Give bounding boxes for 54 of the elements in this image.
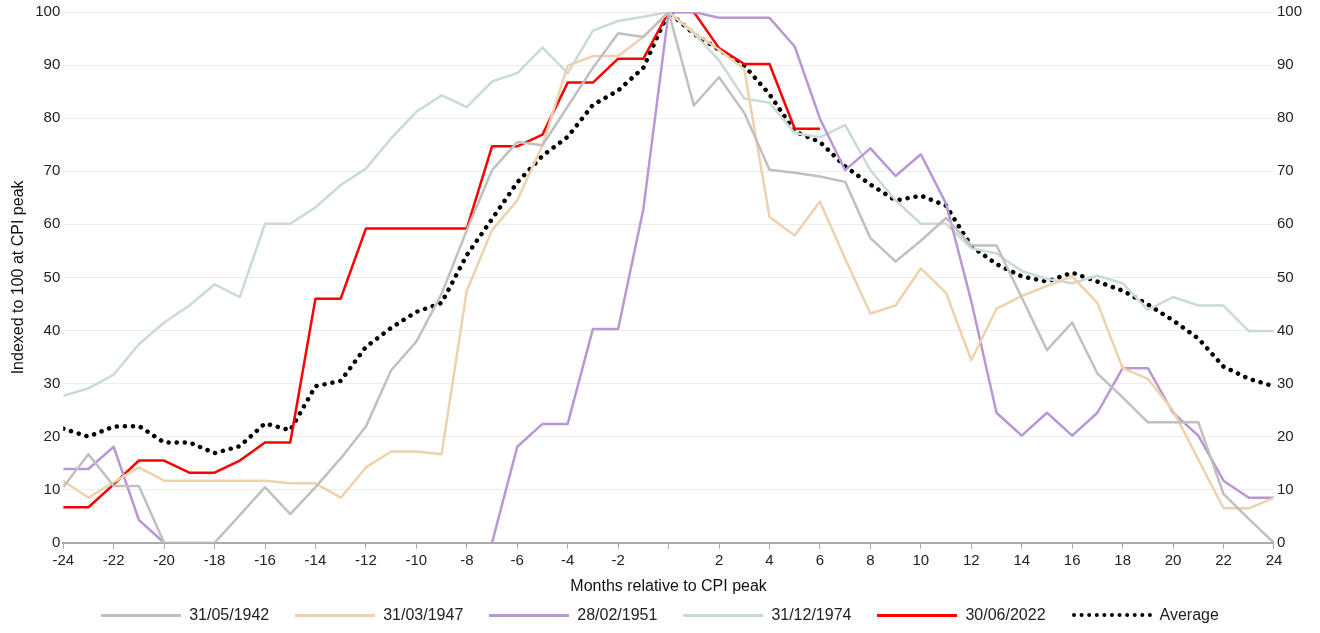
legend-label: 31/03/1947 [383, 606, 464, 624]
x-tick-label: -18 [203, 550, 226, 568]
y-tick-label: 20 [43, 426, 61, 444]
legend-label: Average [1159, 606, 1219, 624]
y-tick-label: 100 [35, 2, 61, 20]
y2-tick-label: 60 [1276, 214, 1294, 232]
x-tick-label: 2 [714, 550, 724, 568]
y2-tick-label: 80 [1276, 108, 1294, 126]
y-tick-label: 70 [43, 161, 61, 179]
x-tick-label: 24 [1265, 550, 1283, 568]
y2-tick-label: 40 [1276, 320, 1294, 338]
x-tick-label: -24 [52, 550, 75, 568]
x-tick-label: -16 [254, 550, 276, 568]
x-tick-label: 4 [765, 550, 774, 568]
y-tick-label: 40 [43, 320, 61, 338]
x-tick-label: 8 [866, 550, 875, 568]
y-tick-label: 50 [43, 267, 61, 285]
y2-tick-label: 30 [1276, 373, 1294, 391]
x-tick-label: 18 [1114, 550, 1131, 568]
x-axis-title: Months relative to CPI peak [570, 576, 768, 594]
x-tick-label: 6 [815, 550, 825, 568]
x-tick-label: -10 [405, 550, 428, 568]
x-tick-label: 10 [912, 550, 930, 568]
y-tick-label: 30 [43, 373, 61, 391]
x-tick-label: 22 [1215, 550, 1232, 568]
y2-tick-label: 0 [1276, 532, 1286, 550]
legend-label: 31/05/1942 [189, 606, 270, 624]
legend-label: 31/12/1974 [771, 606, 852, 624]
y2-tick-label: 90 [1276, 55, 1294, 73]
x-tick-label: -6 [510, 550, 524, 568]
x-tick-label: -12 [355, 550, 377, 568]
y2-tick-label: 10 [1276, 479, 1294, 497]
x-tick-label: 14 [1013, 550, 1031, 568]
x-tick-label: 20 [1164, 550, 1182, 568]
x-tick-label: -20 [153, 550, 175, 568]
y-tick-label: 60 [43, 214, 61, 232]
x-tick-label: -4 [561, 550, 575, 568]
y-tick-label: 80 [43, 108, 61, 126]
y-tick-label: 0 [51, 532, 61, 550]
x-tick-label: -2 [611, 550, 625, 568]
x-tick-label: -14 [304, 550, 327, 568]
y2-tick-label: 50 [1276, 267, 1294, 285]
y-tick-label: 90 [43, 55, 61, 73]
y2-tick-label: 100 [1276, 2, 1302, 20]
y2-tick-label: 70 [1276, 161, 1294, 179]
y-tick-label: 10 [43, 479, 61, 497]
legend-label: 28/02/1951 [577, 606, 658, 624]
x-tick-label: 16 [1063, 550, 1081, 568]
x-tick-label: -22 [102, 550, 125, 568]
legend-label: 30/06/2022 [965, 606, 1046, 624]
x-tick-label: 12 [962, 550, 980, 568]
x-tick-label: -8 [460, 550, 474, 568]
y2-tick-label: 20 [1276, 426, 1294, 444]
y-axis-title: Indexed to 100 at CPI peak [9, 179, 27, 375]
